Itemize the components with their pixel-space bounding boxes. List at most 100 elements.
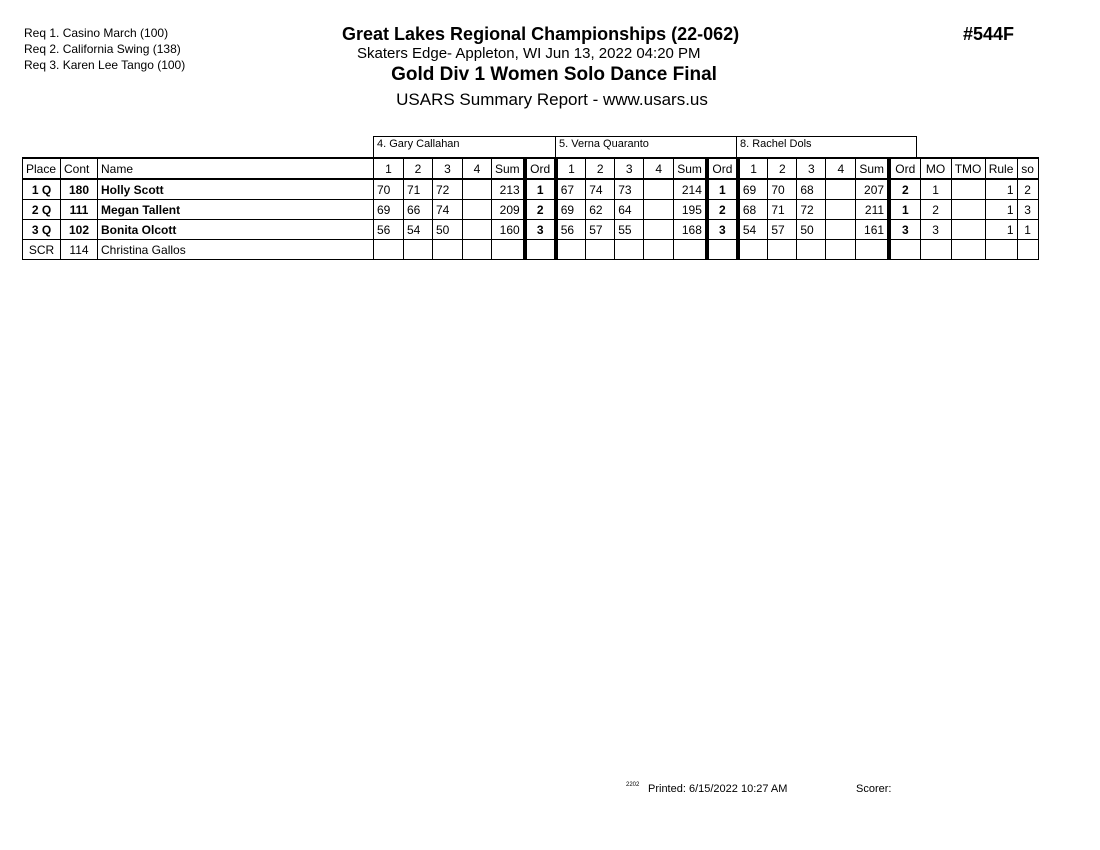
requirement-2: Req 2. California Swing (138) [24, 42, 181, 56]
so-cell: 1 [1016, 219, 1039, 240]
mark-cell: 68 [796, 178, 827, 200]
ord-cell: 2 [887, 178, 921, 200]
sum-cell: 195 [673, 199, 708, 220]
header-mark: 2 [403, 157, 433, 180]
so-cell [1016, 239, 1039, 260]
report-title: USARS Summary Report - www.usars.us [396, 90, 708, 109]
so-cell: 3 [1016, 199, 1039, 220]
header-name: Name [97, 157, 374, 180]
mark-cell: 74 [585, 178, 616, 200]
mark-cell: 71 [767, 199, 798, 220]
sum-cell: 213 [490, 178, 526, 200]
ord-cell [887, 239, 921, 260]
mark-cell: 72 [432, 178, 463, 200]
header-mark: 1 [553, 157, 587, 180]
sum-cell: 207 [855, 178, 890, 200]
sum-cell [673, 239, 708, 260]
header-mark: 3 [432, 157, 463, 180]
mark-cell: 69 [553, 199, 587, 220]
cont-cell: 111 [60, 199, 98, 220]
table-row: 3 Q 102 Bonita Olcott 56 54 50 160 3 56 57 55 168 3 5… [22, 219, 1039, 240]
requirement-3: Req 3. Karen Lee Tango (100) [24, 58, 186, 72]
printed-timestamp: Printed: 6/15/2022 10:27 AM [648, 783, 788, 795]
header-mark: 2 [767, 157, 798, 180]
mark-cell: 68 [735, 199, 769, 220]
rule-cell [984, 239, 1018, 260]
mark-cell [614, 239, 645, 260]
name-cell: Megan Tallent [97, 199, 374, 220]
ord-cell: 2 [704, 199, 739, 220]
place-cell: 2 Q [22, 199, 61, 220]
mark-cell: 72 [796, 199, 827, 220]
results-table: Place Cont Name 1 2 3 4 Sum Ord 1 2 3 4 Sum Ord 1 2 3 4 Sum… [22, 157, 1039, 260]
mark-cell [585, 239, 616, 260]
sum-cell: 168 [673, 219, 708, 240]
mark-cell [462, 178, 492, 200]
mark-cell: 50 [796, 219, 827, 240]
mark-cell: 57 [767, 219, 798, 240]
mark-cell: 56 [553, 219, 587, 240]
scorer-label: Scorer: [856, 783, 892, 795]
header-ord: Ord [522, 157, 557, 180]
mark-cell [643, 178, 675, 200]
cont-cell: 102 [60, 219, 98, 240]
ord-cell [704, 239, 739, 260]
event-title: Gold Div 1 Women Solo Dance Final [391, 64, 717, 85]
judge-name: 4. Gary Callahan [373, 136, 556, 157]
cont-cell: 180 [60, 178, 98, 200]
mark-cell [403, 239, 433, 260]
header-place: Place [22, 157, 61, 180]
place-cell: 1 Q [22, 178, 61, 200]
table-row: 1 Q 180 Holly Scott 70 71 72 213 1 67 74 73 214 1 69 7… [22, 178, 1039, 200]
mark-cell: 62 [585, 199, 616, 220]
header-mark: 4 [462, 157, 492, 180]
place-cell: 3 Q [22, 219, 61, 240]
header-ord: Ord [887, 157, 921, 180]
mark-cell [643, 219, 675, 240]
header-mark: 3 [614, 157, 645, 180]
header-ord: Ord [704, 157, 739, 180]
header-mark: 3 [796, 157, 827, 180]
competition-title: Great Lakes Regional Championships (22-0… [342, 24, 740, 44]
name-cell: Bonita Olcott [97, 219, 374, 240]
requirement-1: Req 1. Casino March (100) [24, 26, 169, 40]
ord-cell: 1 [704, 178, 739, 200]
rule-cell: 1 [984, 219, 1018, 240]
mo-cell [919, 239, 952, 260]
mark-cell: 55 [614, 219, 645, 240]
mark-cell: 54 [403, 219, 433, 240]
mark-cell: 74 [432, 199, 463, 220]
mark-cell: 67 [553, 178, 587, 200]
sum-cell: 209 [490, 199, 526, 220]
header-mark: 1 [735, 157, 769, 180]
name-cell: Christina Gallos [97, 239, 374, 260]
mark-cell [767, 239, 798, 260]
ord-cell [522, 239, 557, 260]
tmo-cell [950, 178, 986, 200]
event-code: #544F [963, 24, 1015, 44]
mo-cell: 3 [919, 219, 952, 240]
tmo-cell [950, 239, 986, 260]
ord-cell: 1 [887, 199, 921, 220]
header-sum: Sum [673, 157, 708, 180]
mark-cell [432, 239, 463, 260]
mark-cell [643, 199, 675, 220]
mark-cell [553, 239, 587, 260]
sum-cell: 214 [673, 178, 708, 200]
header-mo: MO [919, 157, 952, 180]
mark-cell: 71 [403, 178, 433, 200]
header-mark: 2 [585, 157, 616, 180]
sum-cell [855, 239, 890, 260]
column-header-row: Place Cont Name 1 2 3 4 Sum Ord 1 2 3 4 Sum Ord 1 2 3 4 Sum… [22, 157, 1039, 180]
mark-cell [462, 239, 492, 260]
mark-cell: 70 [373, 178, 404, 200]
mark-cell [373, 239, 404, 260]
header-sum: Sum [490, 157, 526, 180]
location-datetime: Skaters Edge- Appleton, WI Jun 13, 2022 … [357, 45, 701, 62]
so-cell: 2 [1016, 178, 1039, 200]
cont-cell: 114 [60, 239, 98, 260]
mark-cell: 66 [403, 199, 433, 220]
mark-cell [825, 239, 857, 260]
mark-cell: 50 [432, 219, 463, 240]
judge-name: 5. Verna Quaranto [555, 136, 737, 157]
